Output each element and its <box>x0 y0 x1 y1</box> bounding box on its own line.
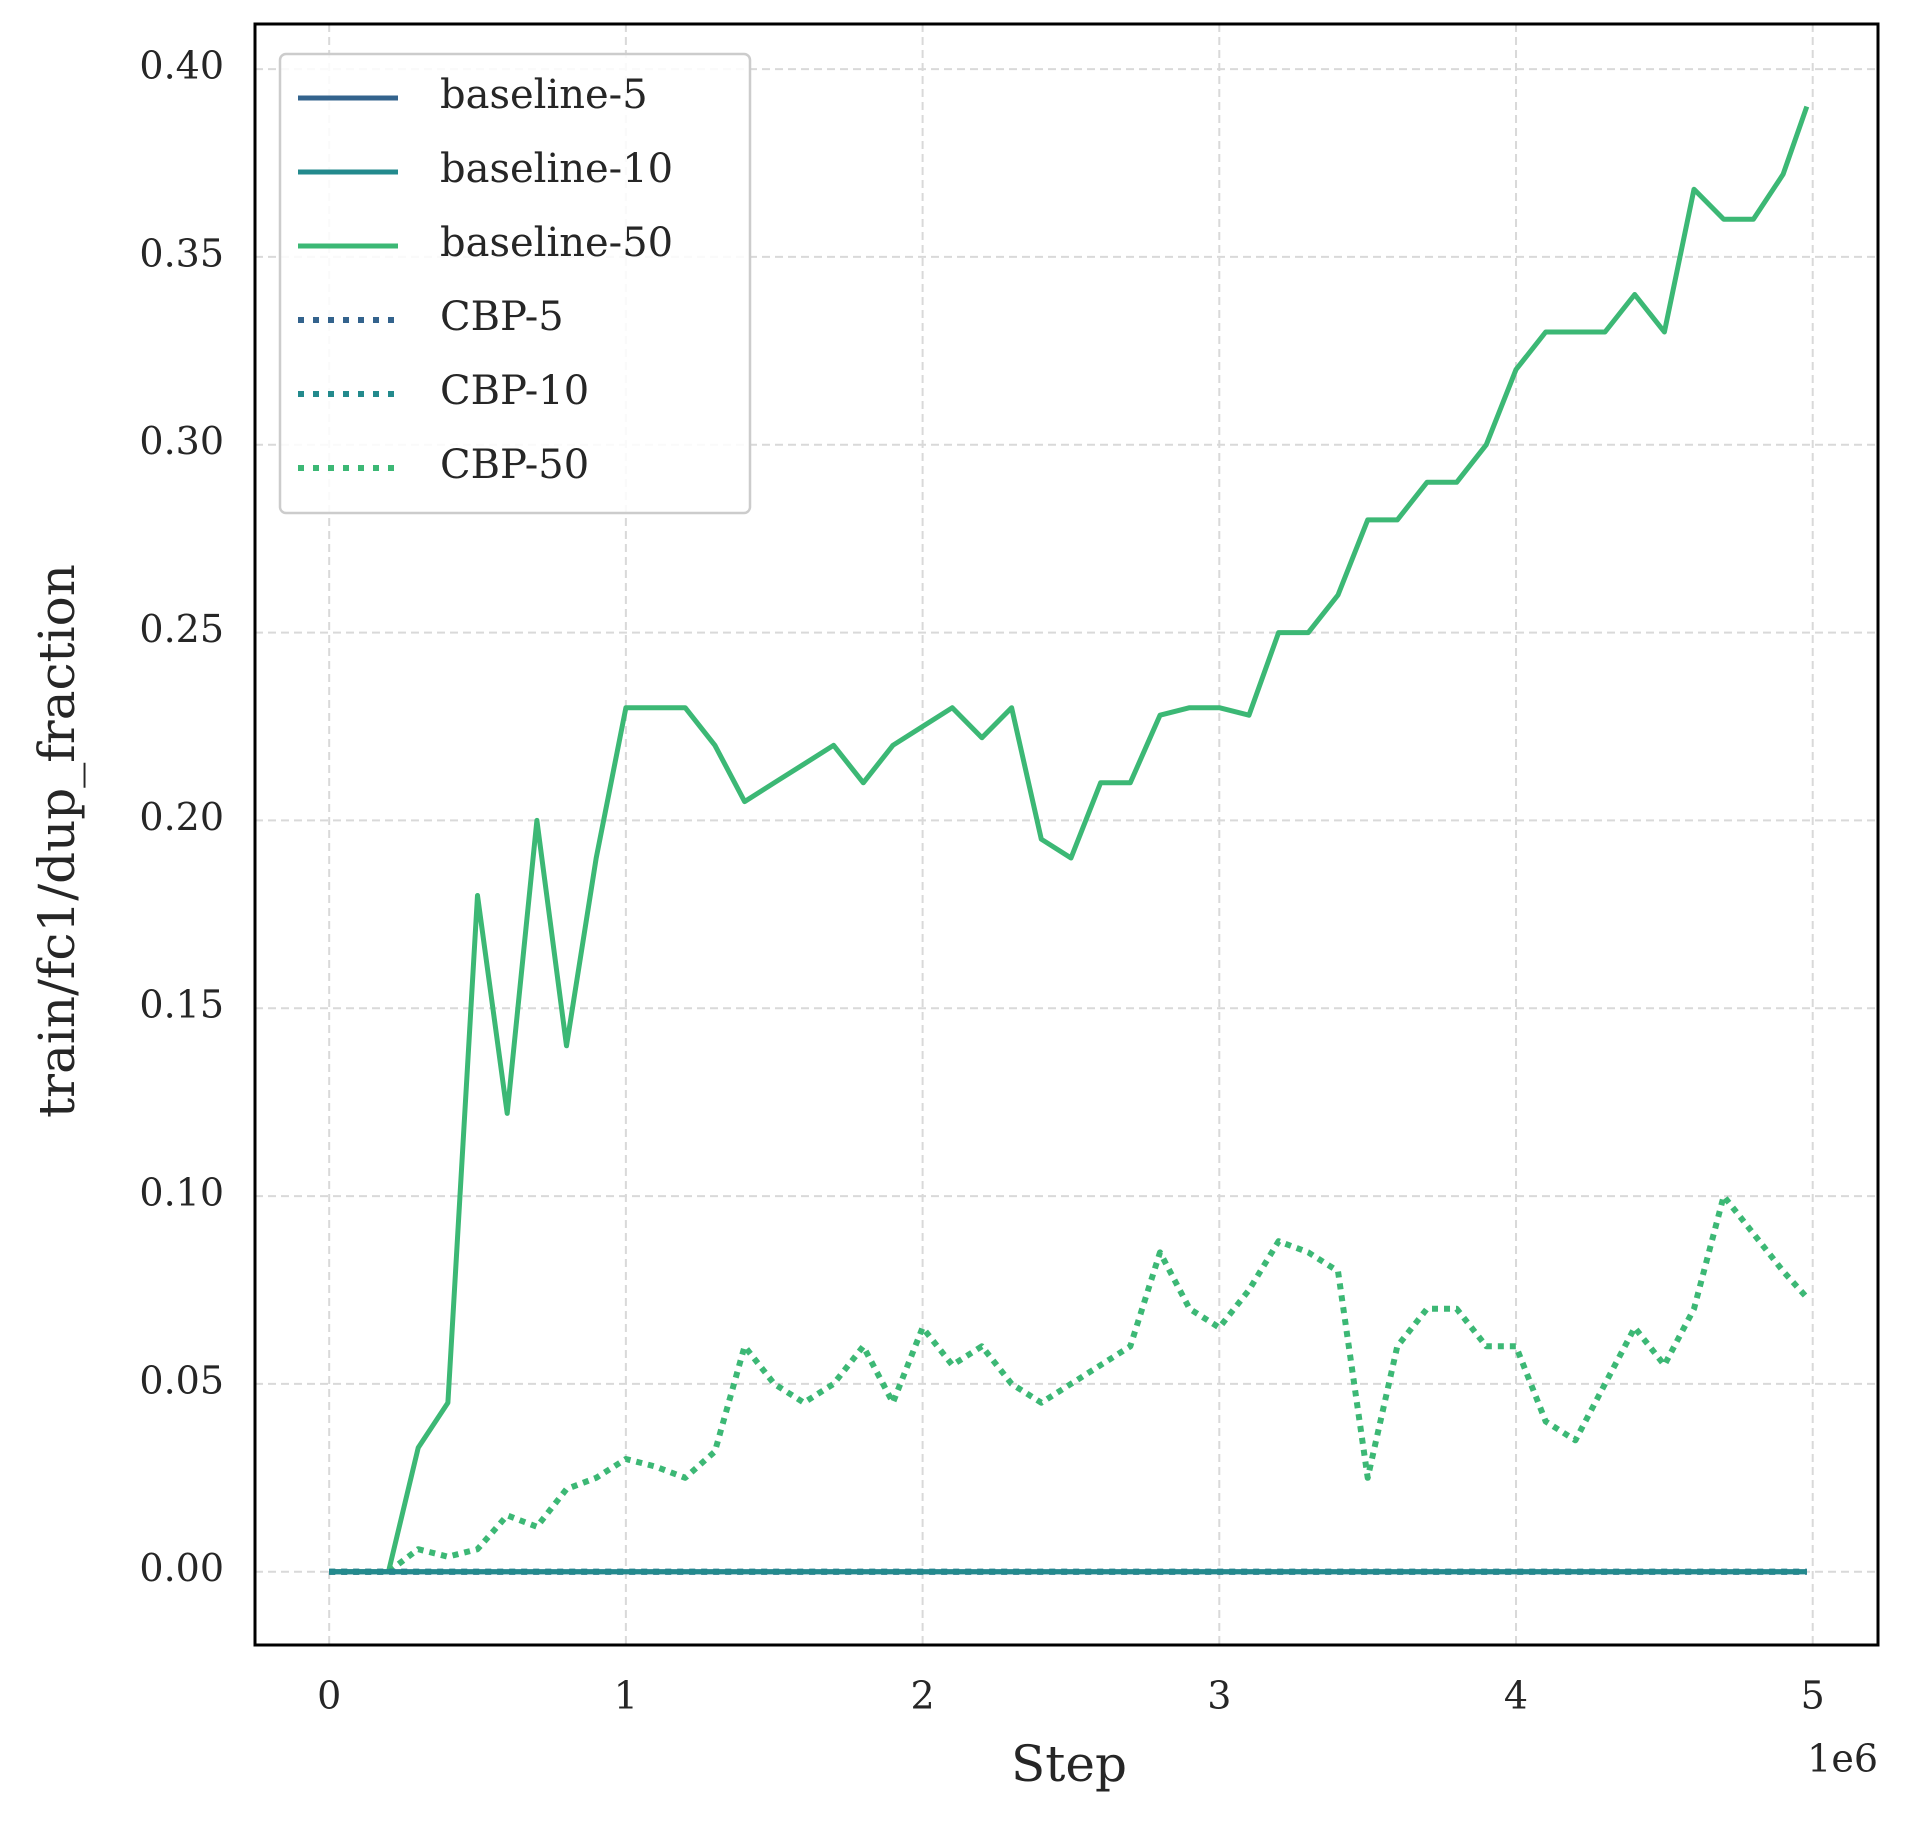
x-tick-label: 1 <box>614 1674 638 1718</box>
y-tick-label: 0.30 <box>139 419 224 463</box>
y-tick-label: 0.15 <box>139 983 224 1027</box>
x-tick-label: 2 <box>911 1674 935 1718</box>
y-tick-label: 0.00 <box>139 1546 224 1590</box>
y-tick-label: 0.25 <box>139 607 224 651</box>
x-tick-label: 3 <box>1207 1674 1231 1718</box>
y-axis-label: train/fc1/dup_fraction <box>28 564 86 1118</box>
legend-label: baseline-10 <box>440 146 673 192</box>
y-tick-label: 0.20 <box>139 795 224 839</box>
series-line <box>329 105 1810 1575</box>
legend-label: CBP-50 <box>440 442 589 488</box>
plot <box>329 105 1810 1575</box>
y-tick-label: 0.05 <box>139 1358 224 1402</box>
plot-frame <box>253 22 1880 1647</box>
y-tick-label: 0.40 <box>139 44 224 88</box>
x-tick-label: 5 <box>1801 1674 1825 1718</box>
x-tick-label: 4 <box>1504 1674 1528 1718</box>
y-tick-label: 0.10 <box>139 1171 224 1215</box>
y-tick-label: 0.35 <box>139 231 224 275</box>
x-offset-label: 1e6 <box>1807 1737 1878 1781</box>
x-tick-label: 0 <box>317 1674 341 1718</box>
legend-label: CBP-5 <box>440 294 564 340</box>
series-line <box>329 1193 1810 1575</box>
legend-box <box>278 52 752 515</box>
x-axis-label: Step <box>1011 1735 1127 1793</box>
legend-label: baseline-50 <box>440 220 673 266</box>
legend-label: baseline-5 <box>440 72 648 118</box>
legend-label: CBP-10 <box>440 368 589 414</box>
